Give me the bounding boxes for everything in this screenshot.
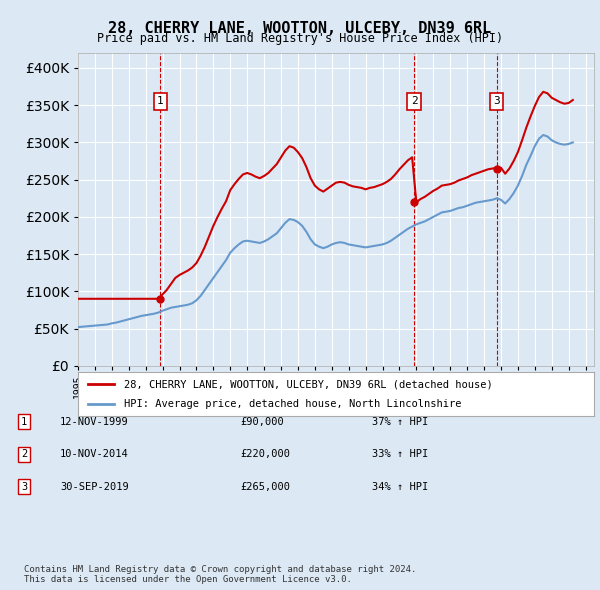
Text: Contains HM Land Registry data © Crown copyright and database right 2024.
This d: Contains HM Land Registry data © Crown c…: [24, 565, 416, 584]
Text: £220,000: £220,000: [240, 450, 290, 459]
Text: 28, CHERRY LANE, WOOTTON, ULCEBY, DN39 6RL (detached house): 28, CHERRY LANE, WOOTTON, ULCEBY, DN39 6…: [124, 379, 493, 389]
Text: 10-NOV-2014: 10-NOV-2014: [60, 450, 129, 459]
Text: HPI: Average price, detached house, North Lincolnshire: HPI: Average price, detached house, Nort…: [124, 399, 462, 408]
Text: 12-NOV-1999: 12-NOV-1999: [60, 417, 129, 427]
Text: 2: 2: [411, 97, 418, 106]
Text: Price paid vs. HM Land Registry's House Price Index (HPI): Price paid vs. HM Land Registry's House …: [97, 32, 503, 45]
Text: 2: 2: [21, 450, 27, 459]
Text: £265,000: £265,000: [240, 482, 290, 491]
Text: £90,000: £90,000: [240, 417, 284, 427]
Text: 28, CHERRY LANE, WOOTTON, ULCEBY, DN39 6RL: 28, CHERRY LANE, WOOTTON, ULCEBY, DN39 6…: [109, 21, 491, 35]
Text: 1: 1: [157, 97, 164, 106]
Text: 3: 3: [21, 482, 27, 491]
Text: 34% ↑ HPI: 34% ↑ HPI: [372, 482, 428, 491]
Text: 37% ↑ HPI: 37% ↑ HPI: [372, 417, 428, 427]
Text: 33% ↑ HPI: 33% ↑ HPI: [372, 450, 428, 459]
Text: 1: 1: [21, 417, 27, 427]
Text: 3: 3: [493, 97, 500, 106]
Text: 30-SEP-2019: 30-SEP-2019: [60, 482, 129, 491]
